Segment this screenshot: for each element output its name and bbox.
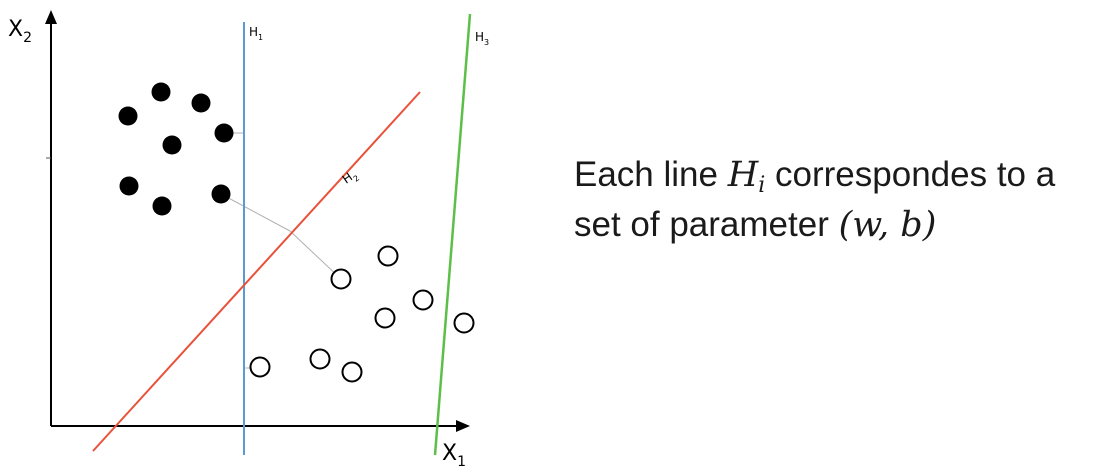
hollow-point <box>309 348 331 370</box>
h2-margin-guide-filled <box>220 193 291 232</box>
hollow-points <box>249 245 475 383</box>
hyperplane-h1-label: H1 <box>249 25 263 42</box>
hollow-point <box>453 312 475 334</box>
hollow-point <box>374 307 396 329</box>
filled-point <box>162 135 182 155</box>
x-axis-label: X1 <box>442 441 466 470</box>
margin-guides <box>220 132 342 369</box>
hollow-point <box>249 356 271 378</box>
caption-text: Each line <box>574 155 728 194</box>
hyperplane-h2 <box>92 91 421 452</box>
hyperplane-h2-label: H2 <box>340 167 361 189</box>
caption-text: set of parameter <box>574 205 839 244</box>
caption-text: correspondes to a <box>765 155 1056 194</box>
x-axis-arrow-icon <box>456 420 470 432</box>
filled-points <box>118 82 234 216</box>
caption-line-1: Each line Hi correspondes to a <box>574 150 1114 200</box>
caption-params: (w, b) <box>838 205 937 245</box>
axes <box>45 10 470 432</box>
h2-margin-guide-hollow <box>289 230 342 280</box>
caption: Each line Hi correspondes to a set of pa… <box>574 150 1114 250</box>
hollow-point <box>377 245 399 267</box>
hollow-point <box>341 361 363 383</box>
hollow-point <box>412 289 434 311</box>
filled-point <box>211 184 231 204</box>
filled-point <box>119 176 139 196</box>
filled-point <box>118 106 138 126</box>
caption-variable: Hi <box>727 155 766 198</box>
hyperplane-h3 <box>433 13 472 456</box>
hyperplane-h3-label: H3 <box>475 30 489 47</box>
caption-line-2: set of parameter (w, b) <box>574 200 1114 250</box>
filled-point <box>214 123 234 143</box>
filled-point <box>191 93 211 113</box>
hollow-point <box>330 268 352 290</box>
filled-point <box>151 82 171 102</box>
y-axis-label: X2 <box>8 17 32 46</box>
y-axis-arrow-icon <box>45 10 57 24</box>
filled-point <box>152 196 172 216</box>
svm-hyperplane-diagram: X2 X1 H1 H2 H3 <box>8 10 489 470</box>
